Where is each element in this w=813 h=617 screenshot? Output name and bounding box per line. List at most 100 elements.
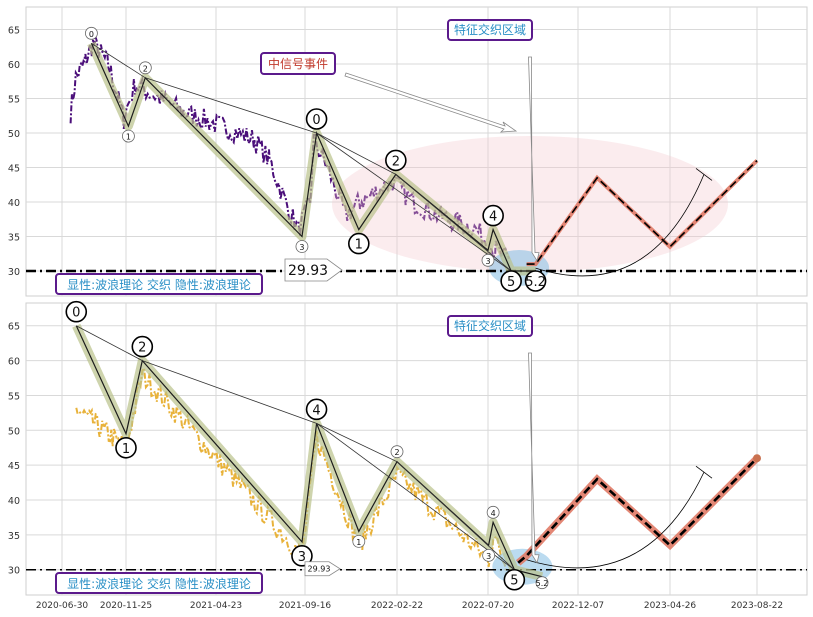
price-callout-value: 29.93 xyxy=(288,263,328,279)
signal-event-label: 中信号事件 xyxy=(268,56,328,71)
legend-text: 显性:波浪理论 交织 隐性:波浪理论 xyxy=(67,277,251,292)
wave-connector xyxy=(316,132,512,272)
wave-connector xyxy=(76,325,143,361)
y-tick-label: 55 xyxy=(8,95,20,106)
projection-arc xyxy=(526,471,705,569)
wave-label-marker xyxy=(115,436,137,459)
wave-label-marker xyxy=(305,398,328,421)
wave-label: 1 xyxy=(355,238,363,253)
wave-label: 4 xyxy=(491,509,496,518)
wave-label: 0 xyxy=(72,306,80,321)
y-tick-label: 30 xyxy=(8,267,20,278)
feature-zone-label-box xyxy=(447,19,533,41)
price-series xyxy=(69,37,511,260)
wave-label: 3 xyxy=(486,552,491,561)
wave-label-marker xyxy=(481,253,495,267)
y-tick-label: 60 xyxy=(8,357,20,368)
shared-x-axis: 2020-06-30 2020-11-25 2021-04-23 2021-09-16… xyxy=(36,601,783,611)
price-callout: 29.93 xyxy=(284,258,343,282)
wave-label: 3 xyxy=(485,257,490,266)
feature-zone-label: 特征交织区域 xyxy=(454,318,526,333)
wave-label: 4 xyxy=(489,210,497,225)
y-tick-label: 35 xyxy=(8,233,20,244)
wave-label: 5.2 xyxy=(525,275,546,290)
wave-label: 4 xyxy=(312,403,320,418)
wave-label: 1 xyxy=(122,442,130,457)
x-tick-label: 2021-04-23 xyxy=(190,601,242,611)
forecast-line xyxy=(517,457,758,564)
price-callout-box xyxy=(284,258,343,282)
wave-label-marker xyxy=(295,240,309,253)
legend-box xyxy=(55,572,263,594)
legend-box xyxy=(55,273,263,295)
wave-label: 2 xyxy=(392,154,400,169)
wave-connector xyxy=(396,461,515,571)
wave-label: 3 xyxy=(298,550,306,565)
feature-zone-label: 特征交织区域 xyxy=(454,22,526,37)
wave-label-marker xyxy=(138,61,152,75)
y-tick-label: 40 xyxy=(8,496,20,507)
wave-connector xyxy=(316,132,397,175)
y-tick-label: 45 xyxy=(8,461,20,472)
price-callout-value: 29.93 xyxy=(308,565,331,574)
projection-arc xyxy=(535,174,705,277)
y-tick-label: 35 xyxy=(8,531,20,542)
wave-label-marker xyxy=(122,129,135,143)
feature-zone-arrow xyxy=(528,56,540,262)
wave-connector xyxy=(316,423,515,571)
arc-tick xyxy=(695,168,713,181)
y-tick-label: 40 xyxy=(8,198,20,209)
wave-label: 5 xyxy=(507,275,515,290)
wave-label: 5 xyxy=(510,574,518,589)
wave-label-marker xyxy=(85,26,98,40)
price-callout: 29.93 xyxy=(304,561,341,577)
plot-area xyxy=(25,302,808,596)
wave-label-marker xyxy=(348,232,370,255)
plot-area xyxy=(25,6,808,297)
x-tick-label: 2023-04-26 xyxy=(644,601,697,611)
wave-label: 5.2 xyxy=(536,579,549,588)
wave-line xyxy=(75,325,543,578)
wave-label-marker xyxy=(131,335,154,358)
wave-label: 2 xyxy=(143,64,148,73)
wave-label-marker xyxy=(482,548,496,562)
y-tick-label: 65 xyxy=(8,322,20,333)
x-tick-label: 2023-08-22 xyxy=(731,601,783,611)
wave-label: 1 xyxy=(126,133,131,142)
wave-label-marker xyxy=(482,204,504,227)
wave-label-marker xyxy=(500,270,522,292)
x-tick-label: 2020-06-30 xyxy=(36,601,89,611)
arc-tick xyxy=(695,465,713,479)
forecast-endpoint xyxy=(753,454,761,463)
wave-connector xyxy=(91,42,146,79)
y-tick-label: 60 xyxy=(8,60,20,71)
wave-label-marker xyxy=(535,576,549,590)
wave-connector xyxy=(316,422,398,463)
x-tick-label: 2021-09-16 xyxy=(279,601,332,611)
wave-line xyxy=(90,43,536,272)
wave-label: 0 xyxy=(89,30,94,39)
wave-label: 3 xyxy=(299,243,304,252)
signal-event-arrow xyxy=(344,72,518,133)
wave-label-marker xyxy=(291,545,313,567)
wave-label-marker xyxy=(524,270,547,292)
y-tick-label: 45 xyxy=(8,164,20,175)
wave-label: 2 xyxy=(138,341,146,356)
wave-label: 2 xyxy=(394,448,399,457)
y-tick-label: 65 xyxy=(8,26,20,37)
wave-connector xyxy=(395,174,512,272)
wave-label-marker xyxy=(503,568,526,591)
wave-connector xyxy=(145,77,317,134)
forecast-line xyxy=(526,160,758,265)
x-tick-label: 2022-02-22 xyxy=(371,601,423,611)
x-tick-label: 2020-11-25 xyxy=(100,601,152,611)
wave-label-marker xyxy=(385,149,407,172)
y-tick-label: 55 xyxy=(8,391,20,402)
wave-label-marker xyxy=(486,505,500,519)
wave-label-marker xyxy=(390,445,404,459)
y-tick-label: 50 xyxy=(8,426,20,437)
wave-label: 1 xyxy=(356,538,361,547)
